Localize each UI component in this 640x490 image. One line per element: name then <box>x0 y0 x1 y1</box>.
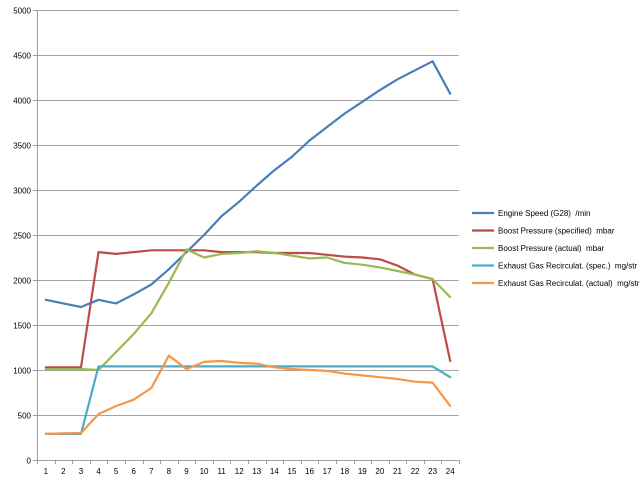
y-tick-label: 0 <box>27 457 32 466</box>
x-tick-label: 18 <box>340 467 349 476</box>
x-tick-label: 3 <box>79 467 84 476</box>
y-tick-label: 5000 <box>13 7 31 16</box>
y-tick-label: 3000 <box>13 187 31 196</box>
x-tick-label: 12 <box>235 467 244 476</box>
series-line-5 <box>44 354 452 435</box>
x-tick-label: 2 <box>61 467 66 476</box>
y-tick-label: 3500 <box>13 142 31 151</box>
legend-label: Boost Pressure (actual) mbar <box>498 244 605 253</box>
x-tick-label: 1 <box>44 467 49 476</box>
gridlines <box>37 10 459 416</box>
x-tick-label: 16 <box>305 467 314 476</box>
series-line-1 <box>44 60 452 309</box>
x-tick-label: 8 <box>167 467 172 476</box>
legend-label: Exhaust Gas Recirculat. (actual) mg/str <box>498 279 640 288</box>
axes <box>33 10 460 464</box>
x-tick-label: 10 <box>200 467 209 476</box>
x-tick-label: 7 <box>149 467 154 476</box>
x-tick-label: 4 <box>96 467 101 476</box>
series-lines <box>44 60 452 435</box>
legend-label: Engine Speed (G28) /min <box>498 209 591 218</box>
series-line-2 <box>44 249 452 369</box>
x-tick-label: 19 <box>358 467 367 476</box>
y-tick-label: 500 <box>18 412 32 421</box>
x-tick-label: 11 <box>217 467 226 476</box>
series-line-4 <box>44 365 452 435</box>
x-tick-label: 23 <box>428 467 437 476</box>
y-tick-label: 1500 <box>13 322 31 331</box>
x-tick-label: 24 <box>446 467 455 476</box>
legend-label: Exhaust Gas Recirculat. (spec.) mg/str <box>498 262 637 271</box>
x-tick-label: 15 <box>288 467 297 476</box>
x-tick-label: 20 <box>375 467 384 476</box>
x-tick-label: 5 <box>114 467 119 476</box>
legend: Engine Speed (G28) /min Boost Pressure (s… <box>472 209 640 288</box>
y-tick-label: 1000 <box>13 367 31 376</box>
x-tick-label: 17 <box>323 467 332 476</box>
y-tick-label: 2000 <box>13 277 31 286</box>
x-axis-tick-labels: 1 2 3 4 5 6 7 8 9 10 11 12 13 14 15 16 17 18 19 20 21 22 23 24 <box>44 467 456 476</box>
y-tick-label: 4500 <box>13 52 31 61</box>
y-axis-tick-labels: 0 500 1000 1500 2000 2500 3000 3500 4000 4500 5000 <box>13 7 31 466</box>
x-tick-label: 21 <box>393 467 402 476</box>
y-tick-label: 4000 <box>13 97 31 106</box>
x-tick-label: 14 <box>270 467 279 476</box>
x-tick-label: 22 <box>411 467 420 476</box>
y-tick-label: 2500 <box>13 232 31 241</box>
legend-label: Boost Pressure (specified) mbar <box>498 227 615 236</box>
x-tick-label: 9 <box>184 467 189 476</box>
x-tick-label: 13 <box>252 467 261 476</box>
x-tick-label: 6 <box>131 467 136 476</box>
series-line-3 <box>44 248 452 372</box>
